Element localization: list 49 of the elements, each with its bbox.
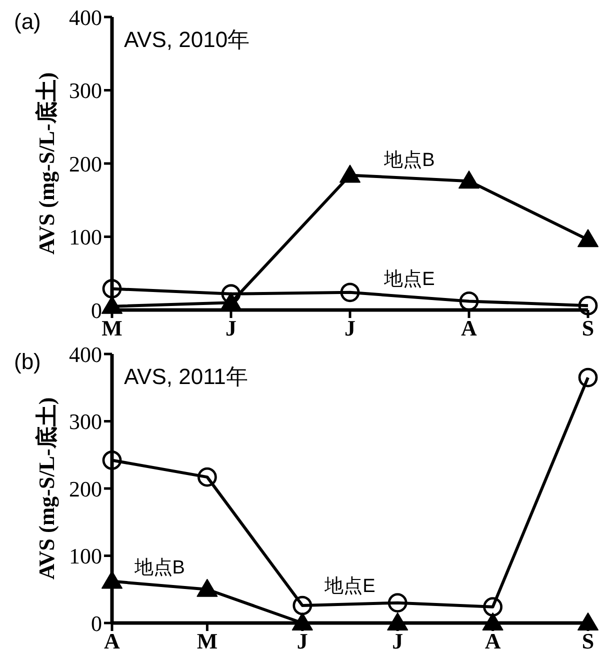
point [388,593,408,613]
point [387,612,408,630]
point [292,612,313,630]
y-tick-label: 300 [69,78,102,104]
y-tick-label: 200 [69,476,102,502]
series-label: 地点E [324,576,376,598]
y-tick-label: 0 [91,298,102,323]
point [578,229,598,248]
point [483,597,502,617]
y-tick-label: 100 [69,224,102,250]
x-tick-label: A [104,628,120,654]
text: (b) [14,349,41,374]
text: AVS, 2011年 [124,364,248,389]
y-tick-label: 400 [69,4,102,30]
text: (a) [14,9,41,34]
x-tick-label: M [102,316,123,341]
x-tick-label: J [296,628,308,654]
point [292,596,312,616]
point [102,450,122,470]
x-tick-label: J [344,316,356,341]
point [578,368,598,388]
text: AVS, 2010年 [124,27,250,52]
point [198,467,217,487]
x-tick-label: S [582,316,594,341]
point [340,282,360,302]
y-tick-label: 100 [69,544,102,569]
series-label: 地点B [133,557,185,578]
series-label: 地点B [383,150,435,172]
series-label: 地点E [383,268,435,290]
y-tick-label: 300 [69,409,102,434]
x-tick-label: M [196,628,218,654]
point [578,612,598,630]
x-tick-label: A [484,628,501,654]
y-axis-title: AVS (mg-S/L-底土) [34,397,59,580]
y-axis-title: AVS (mg-S/L-底土) [34,72,59,255]
point [340,164,360,183]
y-tick-label: 400 [69,342,102,367]
point [578,296,598,316]
x-tick-label: A [461,316,478,341]
x-tick-label: J [226,316,236,341]
point [196,578,218,597]
y-tick-label: 0 [91,610,102,636]
point [458,170,480,189]
x-tick-label: J [392,628,404,654]
point [482,612,504,630]
y-tick-label: 200 [69,151,102,176]
x-tick-label: S [582,628,594,654]
point [221,284,241,304]
point [102,279,122,298]
